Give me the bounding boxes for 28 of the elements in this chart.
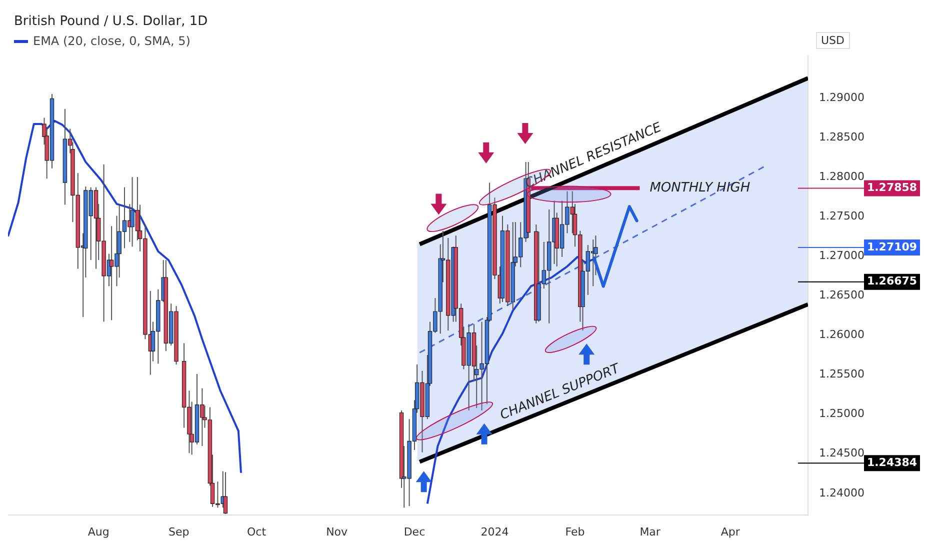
x-tick-label: Mar: [640, 525, 661, 538]
x-tick-label: Oct: [247, 525, 267, 538]
y-tick-label: 1.26000: [819, 328, 864, 342]
x-tick-label: Aug: [88, 525, 110, 538]
y-tick-label: 1.27500: [819, 209, 864, 222]
x-tick-label: 2024: [480, 525, 509, 538]
y-tick-label: 1.29000: [819, 90, 864, 104]
x-tick-label: Nov: [326, 525, 348, 538]
chart-title: British Pound / U.S. Dollar, 1D: [14, 14, 208, 29]
y-tick-label: 1.28500: [819, 130, 864, 144]
y-tick-label: 1.24500: [819, 446, 864, 460]
legend-label: EMA (20, close, 0, SMA, 5): [33, 34, 190, 48]
ref-line-label: 1.27858: [866, 181, 918, 194]
x-tick-label: Sep: [168, 525, 190, 538]
x-tick-label: Dec: [404, 525, 426, 538]
annotation: MONTHLY HIGH: [650, 180, 750, 196]
y-tick-label: 1.26500: [819, 288, 864, 302]
x-tick-label: Apr: [720, 525, 740, 538]
y-tick-label: 1.28000: [819, 170, 864, 183]
y-tick-label: 1.25000: [819, 407, 864, 420]
y-axis-title: USD: [816, 32, 850, 49]
y-tick-label: 1.27000: [819, 248, 864, 262]
y-tick-label: 1.25500: [819, 368, 864, 381]
ref-line-label: 1.24384: [866, 456, 918, 469]
y-tick-label: 1.24000: [819, 486, 864, 500]
x-tick-label: Feb: [565, 525, 585, 538]
ref-line-label: 1.26675: [866, 274, 918, 288]
ref-line-label: 1.27109: [866, 240, 918, 254]
